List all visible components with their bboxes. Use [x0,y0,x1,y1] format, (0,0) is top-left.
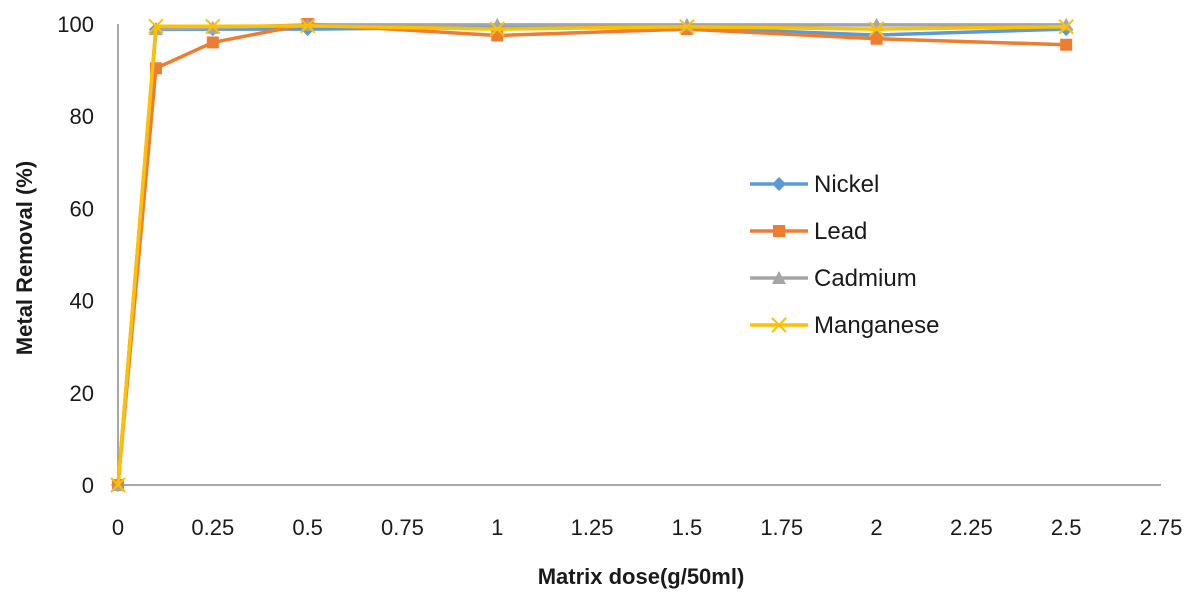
data-point-manganese [110,477,126,493]
legend-label-cadmium: Cadmium [814,265,917,292]
x-tick-label: 0.25 [191,515,234,540]
data-point-manganese [679,19,695,35]
legend-item-manganese: Manganese [750,312,939,339]
y-tick-label: 40 [70,289,94,314]
legend-marker-manganese [771,317,787,333]
x-tick-labels: 0 0.25 0.5 0.75 1 1.25 1.5 1.75 2 2.25 2.5 2.75 [112,515,1183,540]
axes [117,24,1161,486]
legend-item-cadmium: Cadmium [750,265,917,292]
x-tick-label: 0.5 [292,515,323,540]
series-lead [112,18,1073,491]
y-tick-label: 20 [70,381,94,406]
y-axis-title: Metal Removal (%) [12,161,37,355]
series-line-cadmium [116,23,1067,486]
legend-marker-nickel [772,177,786,191]
data-point-manganese [868,21,885,37]
legend-label-lead: Lead [814,218,867,245]
series-cadmium [111,17,1074,491]
x-tick-label: 2 [870,515,882,540]
y-tick-label: 60 [70,196,94,221]
y-tick-labels: 0 20 40 60 80 100 [57,12,94,498]
x-tick-label: 0.75 [381,515,424,540]
series-lines [110,17,1074,493]
data-point-manganese [489,21,505,37]
series-line-manganese [116,24,1067,486]
legend-marker-lead [773,225,785,237]
legend-item-lead: Lead [750,218,867,245]
legend-marker-cadmium [772,271,786,284]
data-point-lead [149,62,162,75]
data-point-manganese [148,18,164,35]
x-tick-label: 2.5 [1051,515,1082,540]
data-point-lead [491,29,504,42]
legend: Nickel Lead Cadmium Manganese [750,171,939,339]
y-tick-label: 0 [82,473,94,498]
data-point-lead [870,32,883,45]
x-tick-label: 1.25 [571,515,614,540]
x-tick-label: 1.5 [672,515,703,540]
data-point-manganese [205,18,221,35]
y-tick-label: 80 [70,104,94,129]
series-line-nickel [116,25,1067,486]
x-tick-label: 1.75 [760,515,803,540]
legend-label-nickel: Nickel [814,171,879,198]
x-tick-label: 0 [112,515,124,540]
series-nickel [111,20,1074,492]
x-tick-label: 1 [491,515,503,540]
x-tick-label: 2.25 [950,515,993,540]
x-axis-title: Matrix dose(g/50ml) [538,564,745,589]
series-line-lead [116,22,1067,486]
data-point-manganese [299,18,316,34]
data-point-lead [1060,38,1073,51]
series-manganese [110,18,1074,493]
legend-label-manganese: Manganese [814,312,939,339]
x-tick-label: 2.75 [1140,515,1183,540]
y-tick-label: 100 [57,12,94,37]
data-point-lead [206,36,219,49]
data-point-manganese [1058,19,1074,35]
legend-item-nickel: Nickel [750,171,879,198]
